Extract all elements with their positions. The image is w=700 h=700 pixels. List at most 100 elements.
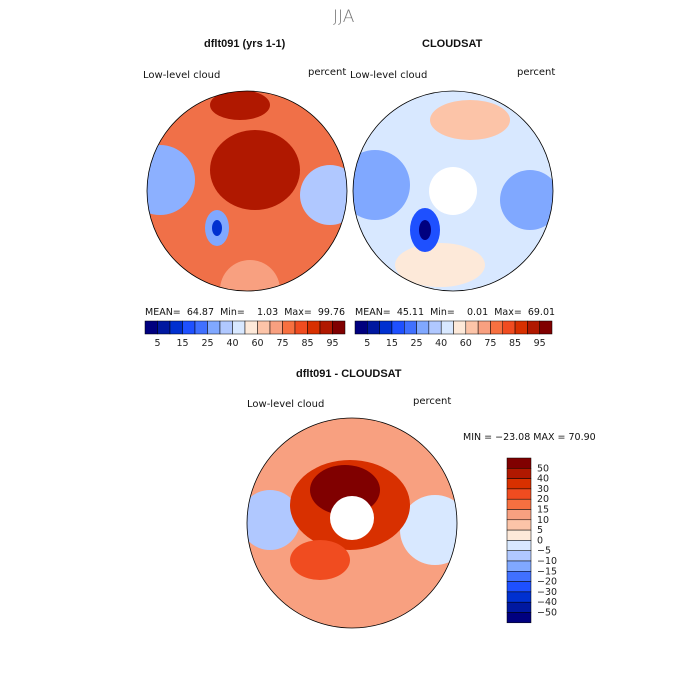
panel1-variable: Low-level cloud bbox=[143, 70, 221, 81]
colorbar-tick-label: 15 bbox=[537, 505, 549, 516]
colorbar-swatch bbox=[257, 320, 271, 335]
colorbar-swatch bbox=[282, 320, 296, 335]
colorbar-swatch bbox=[157, 320, 171, 335]
colorbar-swatch bbox=[440, 320, 454, 335]
colorbar-swatch bbox=[207, 320, 221, 335]
colorbar-tick-label: 95 bbox=[534, 338, 546, 349]
colorbar-swatch bbox=[506, 498, 532, 510]
colorbar-model: 5 15 25 40 60 75 85 95 bbox=[144, 320, 346, 349]
panel1-units: percent bbox=[308, 67, 347, 78]
colorbar-swatch bbox=[490, 320, 503, 335]
colorbar-swatch bbox=[477, 320, 491, 335]
colorbar-swatch bbox=[506, 540, 532, 551]
colorbar-swatch bbox=[332, 320, 346, 335]
colorbar-swatch bbox=[506, 529, 532, 541]
colorbar-cloudsat: 5 15 25 40 60 75 85 95 bbox=[354, 320, 553, 349]
colorbar-swatch bbox=[354, 320, 368, 335]
cloudsat-map-border bbox=[352, 90, 554, 292]
colorbar-tick-label: 5 bbox=[537, 525, 543, 536]
panel2-stats: MEAN= 45.11 Min= 0.01 Max= 69.01 bbox=[355, 307, 556, 318]
colorbar-tick-label: 5 bbox=[154, 338, 160, 349]
colorbar-swatch bbox=[391, 320, 405, 335]
panel3-variable: Low-level cloud bbox=[247, 399, 325, 410]
colorbar-tick-label: 15 bbox=[176, 338, 188, 349]
colorbar-swatch bbox=[506, 571, 532, 582]
figure-title: JJA bbox=[333, 7, 355, 27]
colorbar-swatch bbox=[506, 591, 532, 603]
colorbar-swatch bbox=[428, 320, 442, 335]
panel3-units: percent bbox=[413, 396, 452, 407]
colorbar-tick-label: −15 bbox=[537, 566, 557, 577]
colorbar-tick-label: 30 bbox=[537, 484, 549, 495]
colorbar-swatch bbox=[232, 320, 246, 335]
colorbar-swatch bbox=[453, 320, 467, 335]
panel1-title: dflt091 (yrs 1-1) bbox=[204, 38, 286, 50]
difference-map-border bbox=[246, 417, 458, 629]
panel3-title: dflt091 - CLOUDSAT bbox=[296, 368, 402, 380]
colorbar-tick-label: 75 bbox=[276, 338, 288, 349]
colorbar-tick-label: 95 bbox=[326, 338, 338, 349]
colorbar-swatch bbox=[367, 320, 380, 335]
colorbar-swatch bbox=[506, 560, 532, 572]
colorbar-swatch bbox=[244, 320, 258, 335]
colorbar-tick-label: −5 bbox=[537, 546, 551, 557]
colorbar-swatch bbox=[144, 320, 158, 335]
colorbar-tick-label: −20 bbox=[537, 577, 557, 588]
colorbar-swatch bbox=[269, 320, 283, 335]
colorbar-tick-label: 85 bbox=[509, 338, 521, 349]
colorbar-tick-label: 50 bbox=[537, 463, 549, 474]
colorbar-tick-label: 5 bbox=[364, 338, 370, 349]
colorbar-swatch bbox=[506, 601, 532, 613]
colorbar-swatch bbox=[506, 488, 532, 500]
colorbar-swatch bbox=[194, 320, 208, 335]
model-map bbox=[147, 91, 347, 291]
colorbar-tick-label: 0 bbox=[537, 535, 543, 546]
colorbar-swatch bbox=[219, 320, 233, 335]
colorbar-tick-label: −50 bbox=[537, 608, 557, 619]
colorbar-swatch bbox=[416, 320, 430, 335]
colorbar-swatch bbox=[527, 320, 540, 335]
colorbar-swatch bbox=[539, 320, 553, 335]
colorbar-swatch bbox=[506, 519, 532, 531]
panel2-variable: Low-level cloud bbox=[350, 70, 428, 81]
colorbar-swatch bbox=[182, 320, 196, 335]
colorbar-tick-label: 25 bbox=[411, 338, 423, 349]
colorbar-tick-label: 25 bbox=[201, 338, 213, 349]
colorbar-swatch bbox=[506, 468, 532, 479]
colorbar-tick-label: 40 bbox=[226, 338, 238, 349]
colorbar-swatch bbox=[404, 320, 417, 335]
panel2-units: percent bbox=[517, 67, 556, 78]
colorbar-tick-label: 60 bbox=[460, 338, 472, 349]
cloudsat-map bbox=[353, 91, 553, 291]
panel1-stats: MEAN= 64.87 Min= 1.03 Max= 99.76 bbox=[145, 307, 346, 318]
colorbar-swatch bbox=[502, 320, 516, 335]
colorbar-tick-label: 60 bbox=[251, 338, 263, 349]
colorbar-tick-label: −10 bbox=[537, 556, 557, 567]
colorbar-swatch bbox=[319, 320, 333, 335]
colorbar-tick-label: 10 bbox=[537, 515, 549, 526]
colorbar-tick-label: 40 bbox=[537, 474, 549, 485]
colorbar-tick-label: −30 bbox=[537, 587, 557, 598]
colorbar-tick-label: 40 bbox=[435, 338, 447, 349]
colorbar-swatch bbox=[506, 457, 532, 469]
colorbar-swatch bbox=[379, 320, 393, 335]
colorbar-swatch bbox=[506, 550, 532, 562]
colorbar-swatch bbox=[506, 478, 532, 490]
colorbar-swatch bbox=[169, 320, 183, 335]
colorbar-swatch bbox=[294, 320, 308, 335]
colorbar-swatch bbox=[506, 509, 532, 521]
colorbar-swatch bbox=[506, 581, 532, 593]
colorbar-tick-label: 20 bbox=[537, 494, 549, 505]
colorbar-swatch bbox=[506, 612, 532, 624]
colorbar-swatch bbox=[307, 320, 321, 335]
panel3-stats: MIN = −23.08 MAX = 70.90 bbox=[463, 432, 596, 443]
colorbar-swatch bbox=[465, 320, 479, 335]
colorbar-tick-label: −40 bbox=[537, 597, 557, 608]
colorbar-swatch bbox=[514, 320, 528, 335]
colorbar-tick-label: 85 bbox=[301, 338, 313, 349]
difference-map bbox=[247, 418, 457, 628]
colorbar-tick-label: 75 bbox=[484, 338, 496, 349]
